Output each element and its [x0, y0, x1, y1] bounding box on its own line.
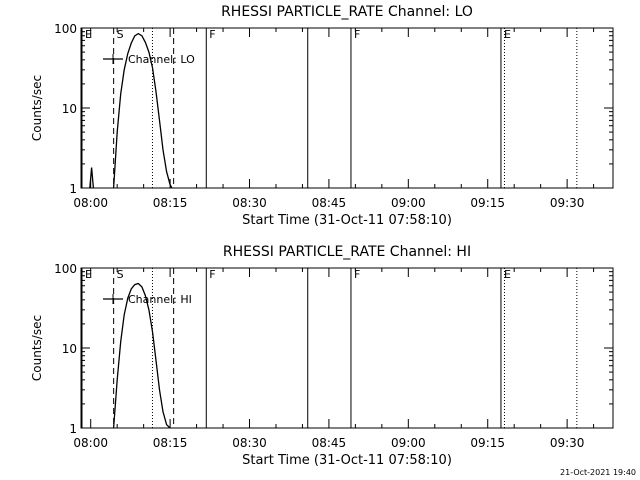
chart-title-hi: RHESSI PARTICLE_RATE Channel: HI — [223, 244, 471, 260]
legend-label-hi: Channel: HI — [128, 293, 192, 306]
x-tick-label-hi: 08:00 — [73, 436, 108, 450]
y-tick-label-hi: 10 — [62, 342, 77, 356]
x-tick-label-hi: 09:30 — [550, 436, 585, 450]
x-axis-label-lo: Start Time (31-Oct-11 07:58:10) — [242, 213, 452, 228]
event-marker-label-hi: E — [85, 268, 92, 281]
data-line-lo — [112, 32, 173, 189]
event-marker-label-lo: S — [117, 28, 124, 41]
x-tick-label-hi: 09:15 — [470, 436, 505, 450]
x-tick-label-lo: 08:15 — [153, 196, 188, 210]
event-marker-label-lo: F — [209, 28, 215, 41]
y-tick-label-lo: 1 — [69, 182, 77, 196]
x-tick-label-hi: 08:15 — [153, 436, 188, 450]
y-axis-label-hi: Counts/sec — [30, 315, 44, 381]
event-marker-label-lo: E — [504, 28, 511, 41]
plot-frame-hi — [80, 267, 614, 429]
event-marker-label-hi: E — [504, 268, 511, 281]
x-tick-label-hi: 08:45 — [312, 436, 347, 450]
x-tick-label-hi: 09:00 — [391, 436, 426, 450]
x-tick-label-lo: 09:00 — [391, 196, 426, 210]
chart-title-lo: RHESSI PARTICLE_RATE Channel: LO — [221, 4, 473, 20]
event-marker-label-hi: S — [117, 268, 124, 281]
y-tick-label-lo: 10 — [62, 102, 77, 116]
plot-frame-lo — [80, 27, 614, 189]
x-axis-label-hi: Start Time (31-Oct-11 07:58:10) — [242, 453, 452, 468]
x-tick-label-hi: 08:30 — [232, 436, 267, 450]
x-tick-label-lo: 08:00 — [73, 196, 108, 210]
x-tick-label-lo: 09:15 — [470, 196, 505, 210]
event-marker-label-hi: F — [354, 268, 360, 281]
x-tick-label-lo: 09:30 — [550, 196, 585, 210]
data-line-hi — [112, 282, 171, 429]
legend-label-lo: Channel: LO — [128, 53, 195, 66]
y-tick-label-lo: 100 — [54, 22, 77, 36]
x-tick-label-lo: 08:45 — [312, 196, 347, 210]
event-marker-label-lo: F — [354, 28, 360, 41]
y-axis-label-lo: Counts/sec — [30, 75, 44, 141]
event-marker-label-hi: F — [209, 268, 215, 281]
event-marker-label-lo: E — [85, 28, 92, 41]
data-line-lo — [89, 167, 95, 189]
x-tick-label-lo: 08:30 — [232, 196, 267, 210]
generation-timestamp: 21-Oct-2021 19:40 — [560, 468, 636, 477]
y-tick-label-hi: 100 — [54, 262, 77, 276]
y-tick-label-hi: 1 — [69, 422, 77, 436]
